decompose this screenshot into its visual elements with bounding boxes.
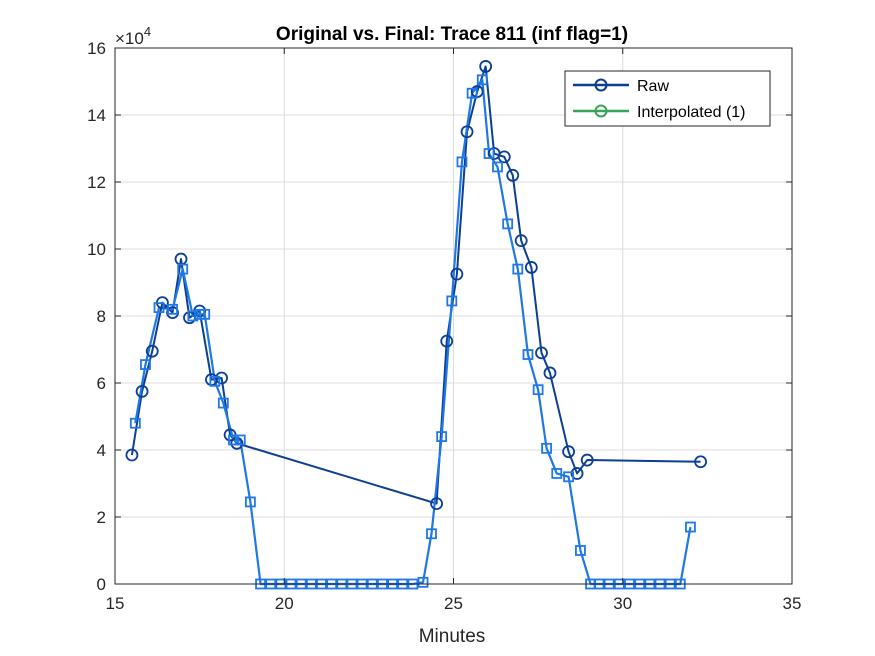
point-final [217, 397, 229, 409]
plot-area [125, 60, 708, 590]
y-tick-label: 0 [97, 575, 106, 594]
legend-marker-interpolated [594, 104, 608, 118]
x-axis-label: Minutes [419, 626, 486, 647]
point-raw [125, 448, 139, 462]
point-raw [570, 467, 584, 480]
point-final [187, 310, 199, 322]
point-final [575, 545, 586, 556]
point-raw [535, 346, 548, 360]
point-final [492, 161, 503, 173]
point-raw [580, 453, 594, 467]
point-raw [135, 384, 149, 398]
point-final [512, 263, 524, 275]
point-final [177, 263, 189, 275]
point-final [685, 521, 696, 533]
y-tick-label: 12 [87, 173, 106, 192]
point-raw [514, 234, 528, 248]
x-tick-label: 35 [783, 594, 802, 613]
point-final [426, 528, 437, 540]
point-final [483, 148, 495, 159]
point-raw [562, 445, 575, 459]
y-tick-label: 4 [97, 441, 106, 460]
point-final [551, 468, 563, 479]
point-final [140, 359, 151, 370]
point-final [502, 218, 514, 230]
point-raw [450, 267, 464, 281]
point-raw [524, 261, 538, 274]
legend-label-raw: Raw [637, 78, 669, 95]
y-tick-label: 2 [97, 508, 106, 527]
y-tick-label: 10 [87, 240, 106, 259]
y-tick-label: 8 [97, 307, 106, 326]
point-raw [145, 344, 159, 358]
point-raw [230, 436, 244, 450]
point-final [522, 349, 534, 360]
x-tick-label: 20 [275, 594, 294, 613]
series-line-raw [130, 65, 701, 505]
series-line-final [134, 78, 692, 586]
point-final [541, 442, 552, 454]
point-final [417, 576, 429, 588]
point-final [234, 434, 246, 446]
point-final [466, 87, 478, 99]
y-tick-label: 14 [87, 106, 106, 125]
point-final [532, 384, 544, 396]
y-exponent-label: ×104 [115, 24, 151, 48]
point-raw [215, 371, 229, 385]
chart-title: Original vs. Final: Trace 811 (inf flag=… [276, 24, 628, 45]
y-tick-label: 6 [97, 374, 106, 393]
point-final [199, 308, 211, 320]
legend-entry-raw: Raw [573, 78, 669, 95]
point-raw [166, 306, 179, 320]
x-tick-label: 25 [444, 594, 463, 613]
legend-entry-interpolated: Interpolated (1) [573, 104, 746, 121]
point-final [436, 431, 448, 443]
point-final [153, 302, 165, 314]
point-final [446, 295, 458, 307]
point-raw [440, 334, 454, 348]
point-final [563, 471, 574, 483]
point-raw [460, 125, 474, 139]
grid-lines [114, 47, 793, 585]
point-final [476, 74, 488, 86]
point-raw [506, 168, 520, 182]
point-raw [479, 60, 493, 73]
legend-label-interpolated: Interpolated (1) [637, 104, 746, 121]
point-raw [430, 497, 443, 511]
point-final [129, 417, 141, 429]
point-raw [497, 150, 511, 164]
point-final [209, 375, 221, 387]
y-tick-label: 16 [87, 39, 106, 58]
x-tick-label: 15 [106, 594, 125, 613]
point-raw [543, 366, 557, 380]
legend-marker-raw [594, 78, 608, 92]
point-raw [694, 455, 708, 469]
point-final [167, 303, 178, 315]
point-final [244, 496, 256, 508]
axis-ticks: 15 20 25 30 35 0 2 4 6 8 10 12 14 16 [87, 39, 801, 613]
point-final [228, 434, 239, 446]
point-final [456, 156, 468, 168]
legend: Raw Interpolated (1) [564, 70, 771, 127]
x-tick-label: 30 [613, 594, 632, 613]
